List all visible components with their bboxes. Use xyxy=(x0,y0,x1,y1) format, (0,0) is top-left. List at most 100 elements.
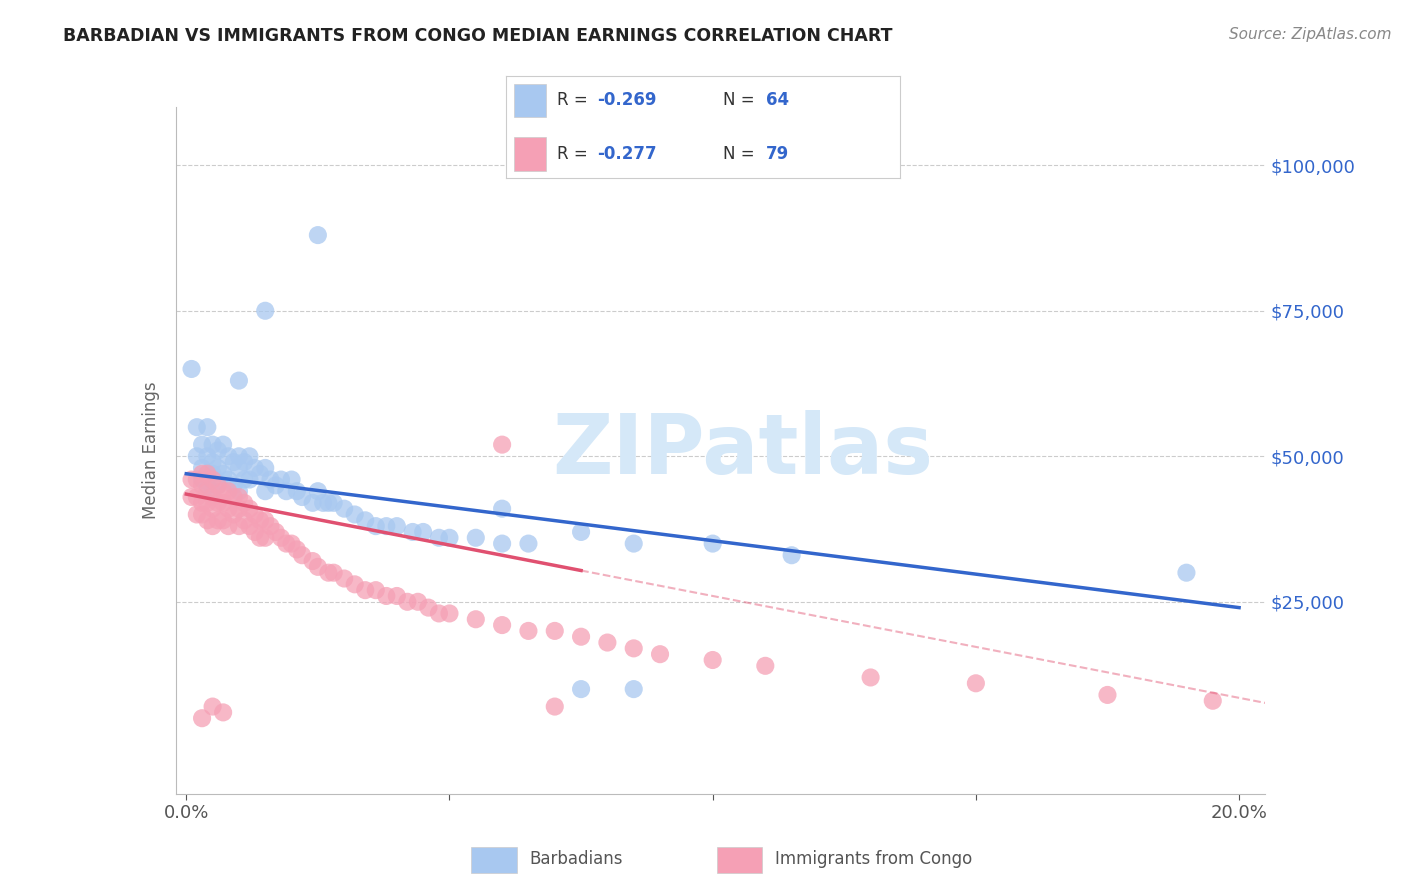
Text: R =: R = xyxy=(557,145,593,162)
Point xyxy=(343,508,366,522)
Point xyxy=(195,484,218,499)
Point xyxy=(243,461,266,475)
Point xyxy=(396,595,419,609)
Point xyxy=(385,519,408,533)
Point xyxy=(217,450,239,464)
Point xyxy=(180,362,202,376)
Bar xyxy=(471,847,516,872)
Point xyxy=(217,501,239,516)
Text: BARBADIAN VS IMMIGRANTS FROM CONGO MEDIAN EARNINGS CORRELATION CHART: BARBADIAN VS IMMIGRANTS FROM CONGO MEDIA… xyxy=(63,27,893,45)
Point xyxy=(238,450,260,464)
Point xyxy=(1202,694,1225,708)
Point xyxy=(201,490,224,504)
Point xyxy=(312,496,335,510)
Point xyxy=(354,583,377,598)
Point xyxy=(222,490,245,504)
Point xyxy=(195,496,218,510)
Point xyxy=(233,513,256,527)
Point xyxy=(259,473,281,487)
Point xyxy=(270,473,292,487)
Point xyxy=(217,484,239,499)
Point xyxy=(375,589,398,603)
Point xyxy=(754,658,776,673)
Point xyxy=(195,420,218,434)
Point xyxy=(201,437,224,451)
Point xyxy=(201,467,224,481)
Point xyxy=(217,473,239,487)
Point xyxy=(207,461,229,475)
Point xyxy=(254,484,277,499)
Point xyxy=(406,595,429,609)
Point xyxy=(228,461,250,475)
Text: N =: N = xyxy=(723,145,759,162)
Text: 79: 79 xyxy=(766,145,789,162)
Point xyxy=(491,501,513,516)
Point xyxy=(195,467,218,481)
Point xyxy=(191,461,214,475)
Point xyxy=(186,508,208,522)
Point xyxy=(243,524,266,539)
Bar xyxy=(717,847,762,872)
Point xyxy=(254,303,277,318)
Text: Source: ZipAtlas.com: Source: ZipAtlas.com xyxy=(1229,27,1392,42)
Point xyxy=(238,473,260,487)
Point xyxy=(333,572,356,586)
Point xyxy=(212,484,235,499)
Point xyxy=(207,478,229,492)
Point xyxy=(228,484,250,499)
Point xyxy=(238,501,260,516)
Text: Barbadians: Barbadians xyxy=(530,849,623,868)
Point xyxy=(623,536,645,550)
Point xyxy=(259,519,281,533)
Point xyxy=(569,524,592,539)
Point xyxy=(412,524,434,539)
Point xyxy=(207,496,229,510)
Point xyxy=(191,437,214,451)
Point xyxy=(276,536,298,550)
Point xyxy=(648,647,671,661)
Text: 64: 64 xyxy=(766,92,789,110)
Point xyxy=(623,641,645,656)
Point xyxy=(301,554,323,568)
Point xyxy=(186,450,208,464)
Point xyxy=(780,548,803,562)
Point xyxy=(322,566,344,580)
Point xyxy=(233,496,256,510)
Point xyxy=(291,490,314,504)
Point xyxy=(201,484,224,499)
Point xyxy=(544,624,567,638)
Point xyxy=(212,496,235,510)
Point xyxy=(517,536,540,550)
Point xyxy=(569,630,592,644)
Point xyxy=(270,531,292,545)
Point xyxy=(318,496,340,510)
Point xyxy=(385,589,408,603)
Point xyxy=(191,467,214,481)
Point xyxy=(249,531,271,545)
Point xyxy=(464,612,486,626)
Point xyxy=(212,513,235,527)
Point xyxy=(439,607,461,621)
Point xyxy=(307,560,329,574)
Point xyxy=(233,473,256,487)
Point xyxy=(276,484,298,499)
Text: -0.269: -0.269 xyxy=(596,92,657,110)
Point xyxy=(222,508,245,522)
Point xyxy=(623,682,645,697)
Point xyxy=(207,443,229,458)
Point xyxy=(596,635,619,649)
Point xyxy=(965,676,987,690)
Point xyxy=(191,478,214,492)
Point xyxy=(249,513,271,527)
Point xyxy=(280,473,302,487)
Point xyxy=(318,566,340,580)
Point xyxy=(702,536,724,550)
Point xyxy=(186,473,208,487)
Point xyxy=(228,374,250,388)
Point xyxy=(195,478,218,492)
Point xyxy=(212,706,235,720)
Point xyxy=(285,542,308,557)
Text: -0.277: -0.277 xyxy=(596,145,657,162)
Point xyxy=(354,513,377,527)
Point xyxy=(191,508,214,522)
